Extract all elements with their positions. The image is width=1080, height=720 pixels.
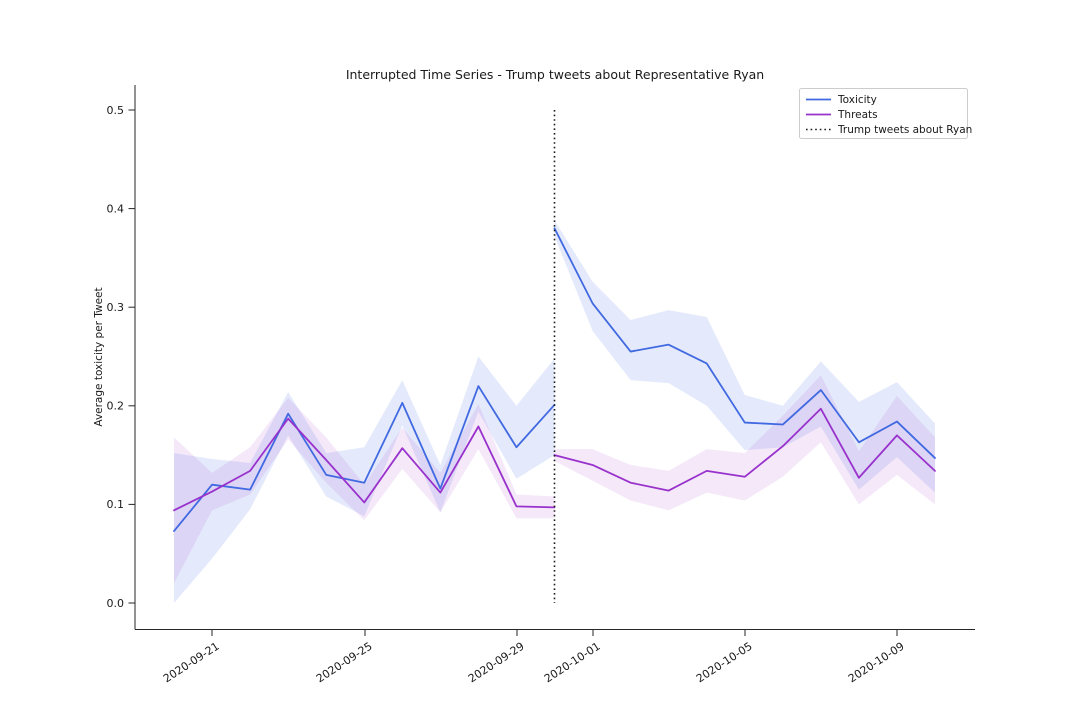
y-tick-label: 0.4 (107, 202, 125, 215)
x-tick-label: 2020-09-21 (161, 640, 222, 686)
chart-title: Interrupted Time Series - Trump tweets a… (346, 67, 764, 82)
threats-post-band (554, 375, 935, 511)
y-tick-label: 0.2 (107, 400, 125, 413)
threats-pre-line (173, 417, 556, 512)
legend-label-threats: Threats (837, 109, 878, 121)
toxicity-pre-band (174, 356, 555, 603)
toxicity-post-line (553, 227, 936, 459)
toxicity-post-band (554, 220, 935, 493)
x-tick-label: 2020-09-25 (314, 640, 375, 686)
y-tick-label: 0.1 (107, 498, 125, 511)
y-tick-label: 0.0 (107, 597, 125, 610)
confidence-bands (174, 220, 935, 603)
y-axis-label: Average toxicity per Tweet (93, 287, 105, 426)
x-tick-label: 2020-10-01 (542, 640, 603, 686)
axes (128, 85, 975, 636)
threats-post-line (553, 407, 936, 492)
legend: Toxicity Threats Trump tweets about Ryan (799, 88, 972, 139)
x-tick-label: 2020-10-09 (846, 640, 907, 686)
toxicity-pre-line (173, 385, 556, 532)
x-tick-label: 2020-09-29 (466, 640, 527, 686)
y-tick-label: 0.3 (107, 301, 125, 314)
data-lines (173, 227, 936, 532)
legend-label-intervention: Trump tweets about Ryan (837, 124, 972, 136)
y-tick-label: 0.5 (107, 104, 125, 117)
y-tick-labels: 0.0 0.1 0.2 0.3 0.4 0.5 (107, 104, 125, 610)
legend-label-toxicity: Toxicity (837, 94, 877, 106)
x-tick-labels: 2020-09-21 2020-09-25 2020-09-29 2020-10… (161, 640, 907, 686)
x-tick-label: 2020-10-05 (694, 640, 755, 686)
legend-box (799, 88, 968, 139)
